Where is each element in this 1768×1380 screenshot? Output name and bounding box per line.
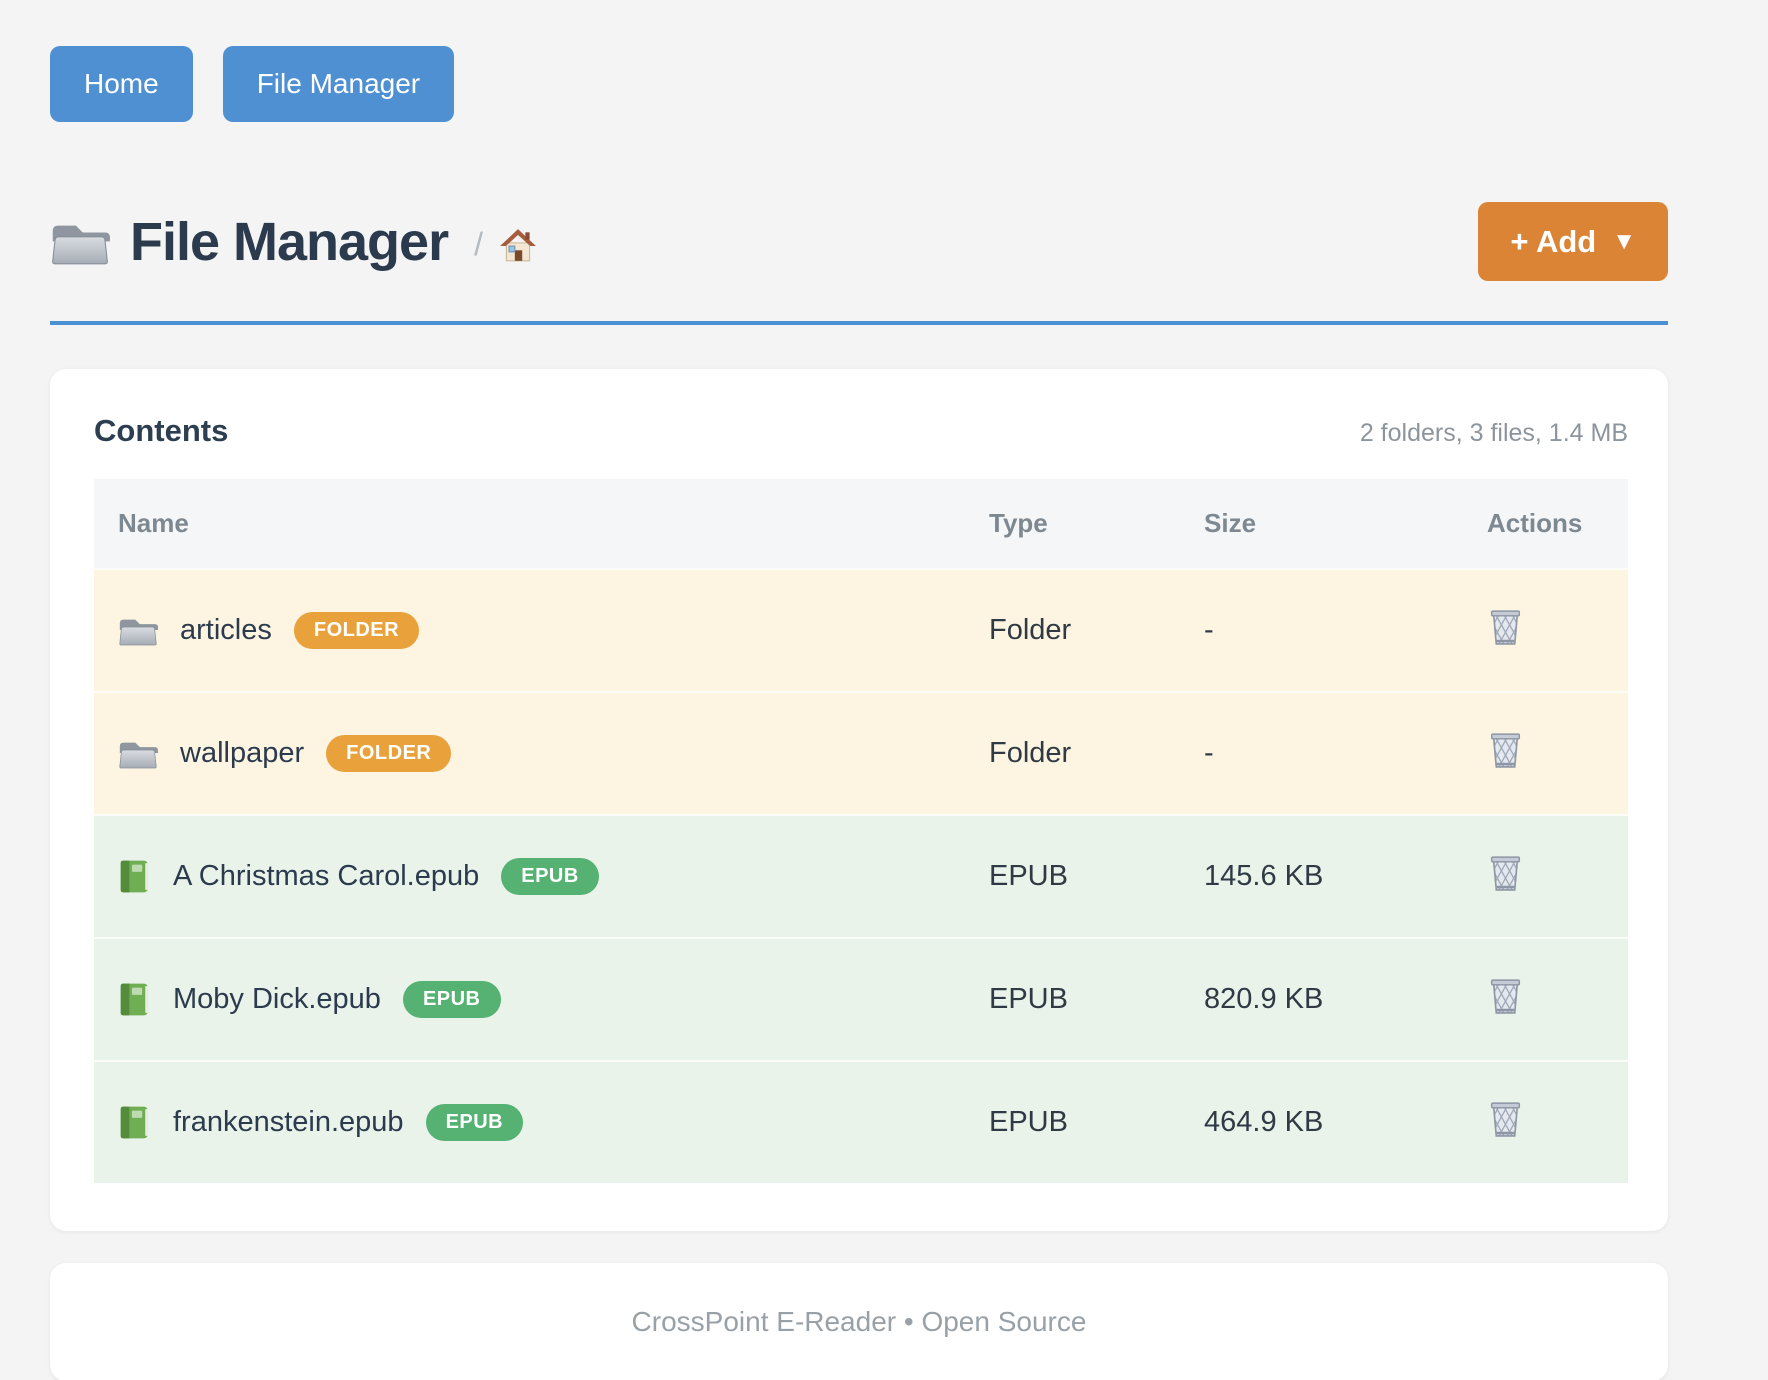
table-row: frankenstein.epub EPUB EPUB 464.9 KB: [94, 1061, 1628, 1183]
trash-icon: [1487, 852, 1524, 893]
file-type-badge: EPUB: [425, 1104, 524, 1141]
file-type-cell: EPUB: [989, 983, 1068, 1015]
book-icon: [118, 858, 151, 895]
table-header-row: Name Type Size Actions: [94, 479, 1628, 569]
file-name[interactable]: Moby Dick.epub: [173, 983, 381, 1015]
file-actions-cell: [1463, 815, 1628, 938]
file-name-cell: A Christmas Carol.epub EPUB: [94, 815, 965, 938]
file-manager-button[interactable]: File Manager: [222, 46, 455, 122]
contents-summary: 2 folders, 3 files, 1.4 MB: [1359, 419, 1628, 447]
file-name[interactable]: frankenstein.epub: [173, 1106, 404, 1138]
folder-icon: [118, 614, 158, 647]
file-actions-cell: [1463, 569, 1628, 692]
contents-heading: Contents: [94, 413, 229, 448]
delete-button[interactable]: [1487, 852, 1524, 893]
title-underline: [50, 321, 1668, 325]
home-icon[interactable]: [499, 227, 537, 263]
table-row: wallpaper FOLDER Folder -: [94, 692, 1628, 815]
footer-text: CrossPoint E-Reader • Open Source: [631, 1306, 1087, 1337]
page-footer: CrossPoint E-Reader • Open Source: [50, 1263, 1668, 1380]
delete-button[interactable]: [1487, 1098, 1524, 1139]
file-table-body: articles FOLDER Folder - wallpaper FOLDE…: [94, 569, 1628, 1183]
table-row: A Christmas Carol.epub EPUB EPUB 145.6 K…: [94, 815, 1628, 938]
trash-icon: [1487, 975, 1524, 1016]
page-header: File Manager / + Add ▼: [50, 202, 1668, 281]
column-header-actions: Actions: [1487, 508, 1583, 538]
delete-button[interactable]: [1487, 606, 1524, 647]
file-table: Name Type Size Actions articles FOLDER F…: [94, 479, 1628, 1183]
home-button[interactable]: Home: [50, 46, 193, 122]
folder-icon: [118, 737, 158, 770]
contents-card: Contents 2 folders, 3 files, 1.4 MB Name…: [50, 369, 1668, 1231]
trash-icon: [1487, 1098, 1524, 1139]
delete-button[interactable]: [1487, 729, 1524, 770]
add-button[interactable]: + Add ▼: [1478, 202, 1668, 281]
file-type-cell: EPUB: [989, 1106, 1068, 1138]
file-name-cell: articles FOLDER: [94, 569, 965, 692]
file-name-cell: Moby Dick.epub EPUB: [94, 938, 965, 1061]
file-size-cell: 145.6 KB: [1204, 860, 1324, 892]
file-type-badge: FOLDER: [326, 735, 452, 772]
column-header-type: Type: [989, 508, 1048, 538]
add-button-label: + Add: [1510, 224, 1597, 259]
table-row: Moby Dick.epub EPUB EPUB 820.9 KB: [94, 938, 1628, 1061]
file-size-cell: 820.9 KB: [1204, 983, 1324, 1015]
breadcrumb-separator: /: [474, 226, 483, 262]
file-actions-cell: [1463, 692, 1628, 815]
folder-icon: [50, 217, 110, 267]
caret-down-icon: ▼: [1612, 227, 1636, 255]
page-title: File Manager: [130, 211, 449, 272]
trash-icon: [1487, 729, 1524, 770]
file-size-cell: -: [1204, 614, 1214, 646]
trash-icon: [1487, 606, 1524, 647]
file-type-cell: EPUB: [989, 860, 1068, 892]
file-name[interactable]: wallpaper: [180, 737, 305, 769]
file-type-badge: FOLDER: [293, 612, 420, 649]
file-name[interactable]: articles: [180, 614, 272, 646]
file-type-badge: EPUB: [501, 858, 599, 895]
file-type-cell: Folder: [989, 737, 1072, 769]
top-navigation: Home File Manager: [50, 46, 1668, 122]
column-header-name: Name: [118, 508, 189, 538]
book-icon: [118, 981, 151, 1018]
column-header-size: Size: [1204, 508, 1257, 538]
file-actions-cell: [1463, 1061, 1628, 1183]
file-name[interactable]: A Christmas Carol.epub: [173, 860, 480, 892]
file-size-cell: -: [1204, 737, 1214, 769]
file-size-cell: 464.9 KB: [1204, 1106, 1324, 1138]
delete-button[interactable]: [1487, 975, 1524, 1016]
contents-card-header: Contents 2 folders, 3 files, 1.4 MB: [94, 413, 1628, 449]
file-type-cell: Folder: [989, 614, 1072, 646]
book-icon: [118, 1104, 151, 1141]
file-actions-cell: [1463, 938, 1628, 1061]
file-name-cell: wallpaper FOLDER: [94, 692, 965, 815]
table-row: articles FOLDER Folder -: [94, 569, 1628, 692]
file-type-badge: EPUB: [402, 981, 501, 1018]
file-name-cell: frankenstein.epub EPUB: [94, 1061, 965, 1183]
